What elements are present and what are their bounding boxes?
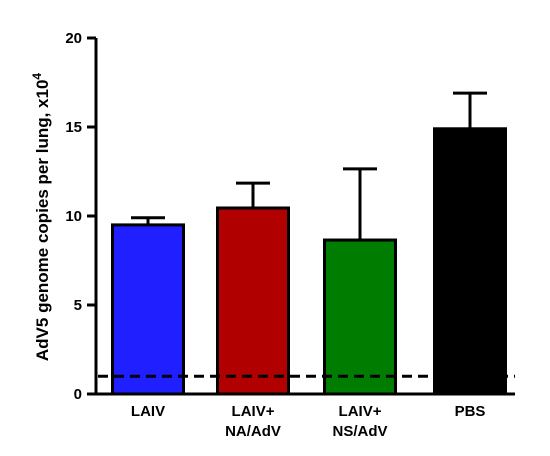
bar-1	[111, 223, 185, 396]
y-tick-label-10: 10	[65, 208, 82, 225]
x-tick-label-1: LAIV	[131, 403, 165, 420]
y-tick-label-20: 20	[65, 30, 82, 47]
x-tick-label-4: PBS	[455, 403, 486, 420]
y-tick-label-0: 0	[74, 386, 82, 403]
y-axis-title: AdV5 genome copies per lung, x104	[30, 73, 52, 362]
labels: LAIV LAIV+ NA/AdV LAIV+ NS/AdV PBS	[131, 403, 486, 440]
y-axis-title-text: AdV5 genome copies per lung, x10	[33, 80, 52, 362]
x-tick-label-3-line2: NS/AdV	[332, 423, 387, 440]
bars	[111, 127, 507, 396]
x-tick-label-2-line2: NA/AdV	[225, 423, 281, 440]
x-tick-label-3: LAIV+	[339, 403, 382, 420]
error-bars	[131, 91, 487, 241]
bar-2	[216, 206, 290, 396]
x-tick-label-2: LAIV+	[232, 403, 275, 420]
bar-3	[323, 238, 397, 396]
y-tick-label-5: 5	[74, 297, 82, 314]
bar-4	[433, 127, 507, 396]
y-tick-label-15: 15	[65, 119, 82, 136]
y-axis-title-superscript: 4	[30, 73, 44, 80]
